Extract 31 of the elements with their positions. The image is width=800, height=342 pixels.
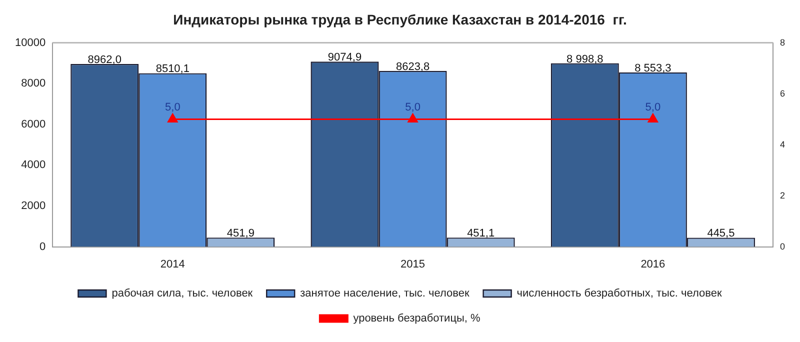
data-label: 445,5: [707, 228, 735, 240]
x-tick-label: 2015: [400, 258, 426, 270]
y2-tick-label: 0: [780, 241, 786, 252]
data-label: 8510,1: [156, 63, 190, 76]
legend-label: уровень безработицы, %: [353, 312, 481, 325]
y2-tick-label: 6: [780, 88, 786, 98]
y-tick-label: 8000: [21, 78, 46, 90]
y-tick-label: 10000: [14, 36, 46, 49]
chart-title: Индикаторы рынка труда в Республике Казахстан в 2014-2016 гг.: [173, 11, 627, 28]
y-tick-label: 4000: [21, 159, 46, 172]
y-tick-label: 2000: [21, 200, 46, 212]
data-label: 8962,0: [88, 54, 122, 66]
legend-label: численность безработных, тыс. человек: [516, 288, 722, 300]
y2-tick-label: 4: [780, 139, 786, 150]
data-label: 451,1: [467, 228, 495, 240]
y-tick-label: 0: [39, 240, 46, 253]
x-tick-label: 2014: [160, 258, 185, 270]
data-label: 8 553,3: [634, 62, 672, 74]
y2-tick-label: 2: [780, 190, 786, 200]
legend-label: занятое население, тыс. человек: [300, 288, 470, 300]
y-tick-label: 6000: [21, 118, 46, 130]
legend-label: рабочая сила, тыс. человек: [112, 288, 253, 300]
y2-tick-label: 8: [780, 37, 786, 48]
data-label: 9074,9: [328, 52, 362, 64]
data-label: 5,0: [405, 101, 420, 114]
data-label: 8 998,8: [566, 53, 604, 66]
data-label: 8623,8: [396, 60, 430, 73]
data-label: 451,9: [226, 228, 254, 240]
data-label: 5,0: [645, 101, 661, 114]
x-tick-label: 2016: [640, 258, 666, 270]
data-label: 5,0: [165, 101, 180, 114]
